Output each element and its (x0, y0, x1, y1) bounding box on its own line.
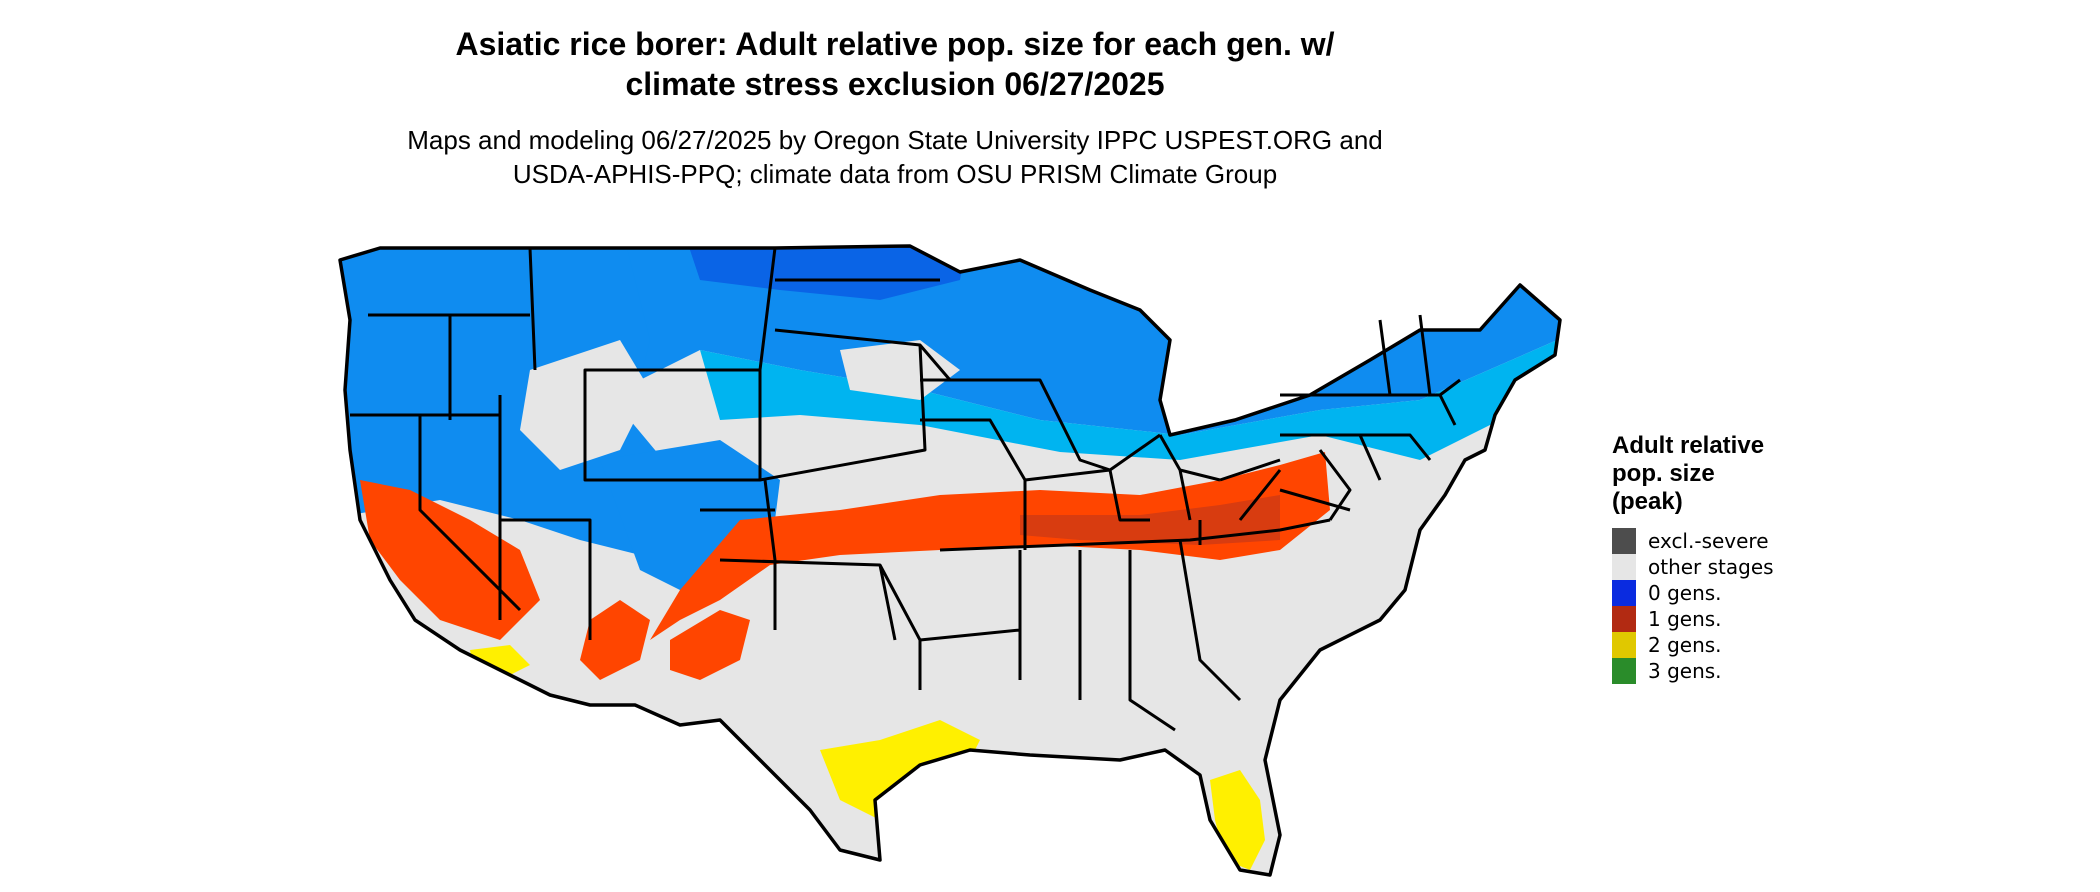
legend-label-2-gens: 2 gens. (1648, 633, 1722, 657)
legend-title-line-1: Adult relative (1612, 432, 1765, 459)
legend-title: Adult relative pop. size (peak) (1612, 432, 1912, 516)
legend-swatch-other-stages (1612, 554, 1636, 580)
legend-list: excl.-severe other stages 0 gens. 1 gens… (1612, 528, 1912, 684)
map-subtitle: Maps and modeling 06/27/2025 by Oregon S… (0, 123, 1790, 191)
legend-item-1-gens: 1 gens. (1612, 606, 1912, 632)
legend-label-1-gens: 1 gens. (1648, 607, 1722, 631)
us-map (338, 244, 1562, 877)
two-gens-region-texas-gulf (820, 720, 980, 820)
legend-item-3-gens: 3 gens. (1612, 658, 1912, 684)
legend-item-0-gens: 0 gens. (1612, 580, 1912, 606)
zero-gens-region-west (340, 246, 680, 560)
legend-label-3-gens: 3 gens. (1648, 659, 1722, 683)
legend-item-2-gens: 2 gens. (1612, 632, 1912, 658)
one-gen-region-southern-belt (650, 452, 1330, 640)
legend-swatch-1-gens (1612, 606, 1636, 632)
zero-gens-region-light (700, 330, 1560, 460)
one-gen-region-texas-west (670, 610, 750, 680)
state-border-lines (350, 247, 1461, 732)
legend-label-other-stages: other stages (1648, 555, 1774, 579)
map-title: Asiatic rice borer: Adult relative pop. … (0, 24, 1790, 104)
one-gen-region-southwest (360, 480, 540, 640)
legend-item-other-stages: other stages (1612, 554, 1912, 580)
legend-title-line-2: pop. size (1612, 460, 1715, 487)
map-subtitle-line-2: USDA-APHIS-PPQ; climate data from OSU PR… (512, 159, 1278, 189)
map-title-line-2: climate stress exclusion 06/27/2025 (625, 66, 1165, 102)
legend-label-excl-severe: excl.-severe (1648, 529, 1769, 553)
legend-swatch-2-gens (1612, 632, 1636, 658)
map-subtitle-line-1: Maps and modeling 06/27/2025 by Oregon S… (407, 125, 1383, 155)
state-borders (338, 244, 1562, 877)
one-gen-region-new-mexico (580, 600, 650, 680)
legend-swatch-0-gens (1612, 580, 1636, 606)
legend-swatch-excl-severe (1612, 528, 1636, 554)
map-legend: Adult relative pop. size (peak) excl.-se… (1612, 432, 1912, 684)
legend-swatch-3-gens (1612, 658, 1636, 684)
legend-label-0-gens: 0 gens. (1648, 581, 1722, 605)
map-title-line-1: Asiatic rice borer: Adult relative pop. … (455, 26, 1335, 62)
legend-item-excl-severe: excl.-severe (1612, 528, 1912, 554)
legend-title-line-3: (peak) (1612, 488, 1683, 515)
